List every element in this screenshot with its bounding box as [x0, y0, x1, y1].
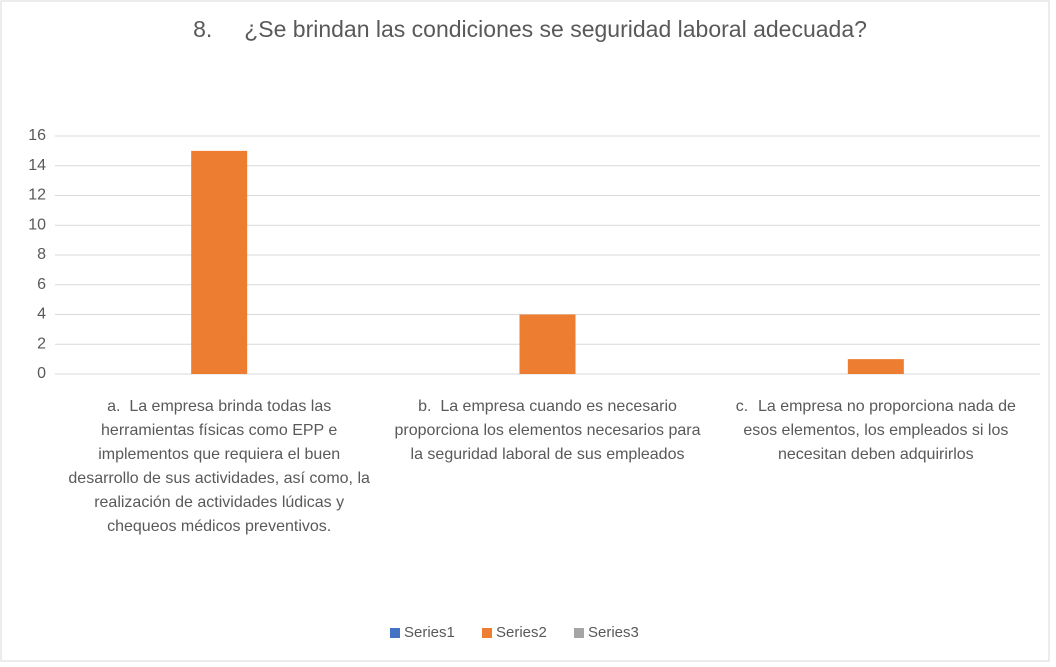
legend-swatch: [390, 628, 400, 638]
y-tick-label: 2: [37, 335, 46, 352]
legend-label: Series1: [404, 624, 455, 641]
bar: [191, 150, 248, 374]
y-tick-label: 4: [37, 306, 46, 323]
x-tick-label: a. La empresa brinda todas las herramien…: [68, 398, 375, 535]
legend-label: Series3: [588, 624, 639, 641]
y-tick-label: 14: [28, 157, 46, 174]
y-tick-label: 10: [28, 216, 46, 233]
legend-swatch: [574, 628, 584, 638]
y-tick-label: 16: [28, 127, 46, 144]
legend-swatch: [482, 628, 492, 638]
x-tick-label: c. La empresa no proporciona nada de eso…: [735, 398, 1021, 463]
legend-label: Series2: [496, 624, 547, 641]
chart-title: 8. ¿Se brindan las condiciones se seguri…: [193, 16, 867, 42]
y-tick-label: 12: [28, 187, 46, 204]
bar: [519, 314, 576, 374]
bar: [847, 359, 904, 374]
y-tick-label: 0: [37, 365, 46, 382]
y-tick-label: 8: [37, 246, 46, 263]
x-tick-label: b. La empresa cuando es necesario propor…: [394, 398, 701, 463]
y-tick-label: 6: [37, 276, 46, 293]
